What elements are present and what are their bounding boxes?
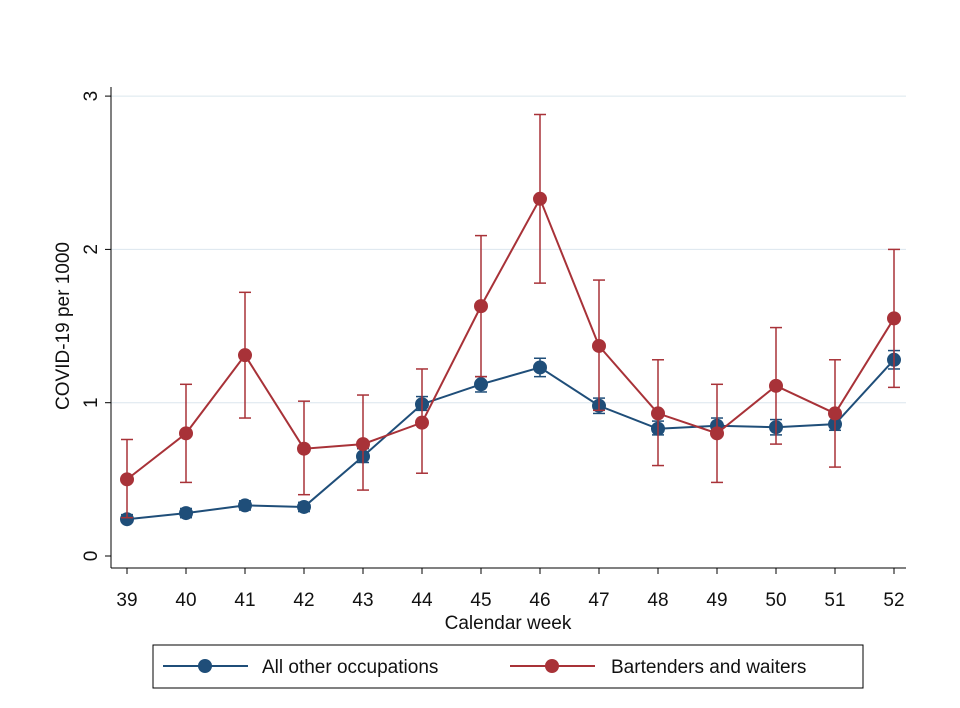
x-tick-label: 47 (588, 590, 609, 611)
data-point (533, 360, 547, 375)
data-point (592, 338, 606, 353)
x-tick-label: 45 (470, 590, 491, 611)
x-tick-label: 52 (883, 590, 904, 611)
legend-marker-bartenders (545, 659, 559, 673)
data-point (238, 498, 252, 513)
series-line (126, 359, 895, 521)
x-tick-label: 46 (529, 590, 550, 611)
y-tick-label: 1 (81, 397, 102, 408)
data-point (297, 441, 311, 456)
x-tick-label: 50 (765, 590, 786, 611)
y-tick-label: 0 (81, 551, 102, 562)
legend-label-all-other: All other occupations (262, 657, 438, 678)
data-point (179, 426, 193, 441)
data-point (828, 406, 842, 421)
x-tick-label: 41 (234, 590, 255, 611)
gridlines (111, 95, 906, 404)
data-point (238, 348, 252, 363)
data-point (533, 191, 547, 206)
x-tick-label: 51 (824, 590, 845, 611)
legend-frame (152, 644, 864, 689)
series-line (126, 196, 895, 481)
tick-labels: 0 1 2 3 39 40 41 42 43 44 45 46 47 48 49 50 51 52 (81, 91, 905, 611)
data-point (179, 506, 193, 521)
data-point (356, 437, 370, 452)
y-tick-label: 3 (81, 91, 102, 102)
legend-marker-all-other (198, 659, 212, 673)
data-point (710, 426, 724, 441)
x-tick-label: 49 (706, 590, 727, 611)
data-point (474, 299, 488, 314)
data-point (474, 377, 488, 392)
x-tick-label: 48 (647, 590, 668, 611)
data-point (887, 311, 901, 326)
data-point (769, 378, 783, 393)
data-point (120, 512, 134, 527)
legend-label-bartenders: Bartenders and waiters (611, 657, 806, 678)
x-tick-label: 40 (175, 590, 196, 611)
axes (105, 87, 906, 574)
data-point (415, 415, 429, 430)
data-point (297, 499, 311, 514)
x-tick-label: 39 (116, 590, 137, 611)
series-0 (120, 349, 901, 527)
series-layer (120, 113, 901, 527)
x-tick-label: 44 (411, 590, 433, 611)
legend: All other occupations Bartenders and wai… (152, 644, 864, 689)
x-tick-label: 42 (293, 590, 314, 611)
y-tick-label: 2 (81, 244, 102, 255)
x-tick-label: 43 (352, 590, 373, 611)
data-point (120, 472, 134, 487)
data-point (651, 406, 665, 421)
series-1 (120, 113, 901, 519)
x-axis-title: Calendar week (445, 613, 572, 634)
y-axis-title: COVID-19 per 1000 (53, 242, 74, 410)
